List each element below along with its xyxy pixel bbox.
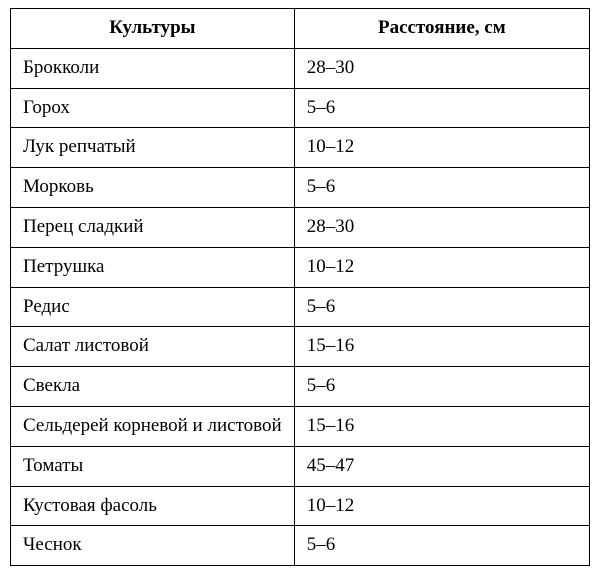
table-row: Морковь 5–6: [11, 168, 590, 208]
crop-cell: Брокколи: [11, 48, 295, 88]
crop-cell: Лук репчатый: [11, 128, 295, 168]
planting-distance-table: Культуры Расстояние, см Брокколи 28–30 Г…: [10, 8, 590, 566]
table-row: Свекла 5–6: [11, 367, 590, 407]
distance-cell: 10–12: [294, 486, 589, 526]
table-row: Сельдерей корневой и листовой 15–16: [11, 406, 590, 446]
table-row: Горох 5–6: [11, 88, 590, 128]
distance-cell: 10–12: [294, 128, 589, 168]
table-row: Лук репчатый 10–12: [11, 128, 590, 168]
distance-cell: 5–6: [294, 526, 589, 566]
distance-cell: 5–6: [294, 88, 589, 128]
table-row: Салат листовой 15–16: [11, 327, 590, 367]
distance-cell: 10–12: [294, 247, 589, 287]
crop-cell: Морковь: [11, 168, 295, 208]
distance-cell: 15–16: [294, 327, 589, 367]
col-header-crop: Культуры: [11, 9, 295, 49]
distance-cell: 5–6: [294, 367, 589, 407]
distance-cell: 5–6: [294, 287, 589, 327]
table-row: Чеснок 5–6: [11, 526, 590, 566]
crop-cell: Редис: [11, 287, 295, 327]
crop-cell: Сельдерей корневой и листовой: [11, 406, 295, 446]
table-row: Томаты 45–47: [11, 446, 590, 486]
table-row: Перец сладкий 28–30: [11, 207, 590, 247]
crop-cell: Кустовая фасоль: [11, 486, 295, 526]
col-header-distance: Расстояние, см: [294, 9, 589, 49]
table-row: Брокколи 28–30: [11, 48, 590, 88]
distance-cell: 45–47: [294, 446, 589, 486]
crop-cell: Горох: [11, 88, 295, 128]
table-header-row: Культуры Расстояние, см: [11, 9, 590, 49]
table-row: Редис 5–6: [11, 287, 590, 327]
crop-cell: Томаты: [11, 446, 295, 486]
crop-cell: Чеснок: [11, 526, 295, 566]
distance-cell: 28–30: [294, 48, 589, 88]
crop-cell: Петрушка: [11, 247, 295, 287]
table-row: Кустовая фасоль 10–12: [11, 486, 590, 526]
crop-cell: Перец сладкий: [11, 207, 295, 247]
distance-cell: 15–16: [294, 406, 589, 446]
crop-cell: Салат листовой: [11, 327, 295, 367]
table-row: Петрушка 10–12: [11, 247, 590, 287]
crop-cell: Свекла: [11, 367, 295, 407]
distance-cell: 5–6: [294, 168, 589, 208]
distance-cell: 28–30: [294, 207, 589, 247]
